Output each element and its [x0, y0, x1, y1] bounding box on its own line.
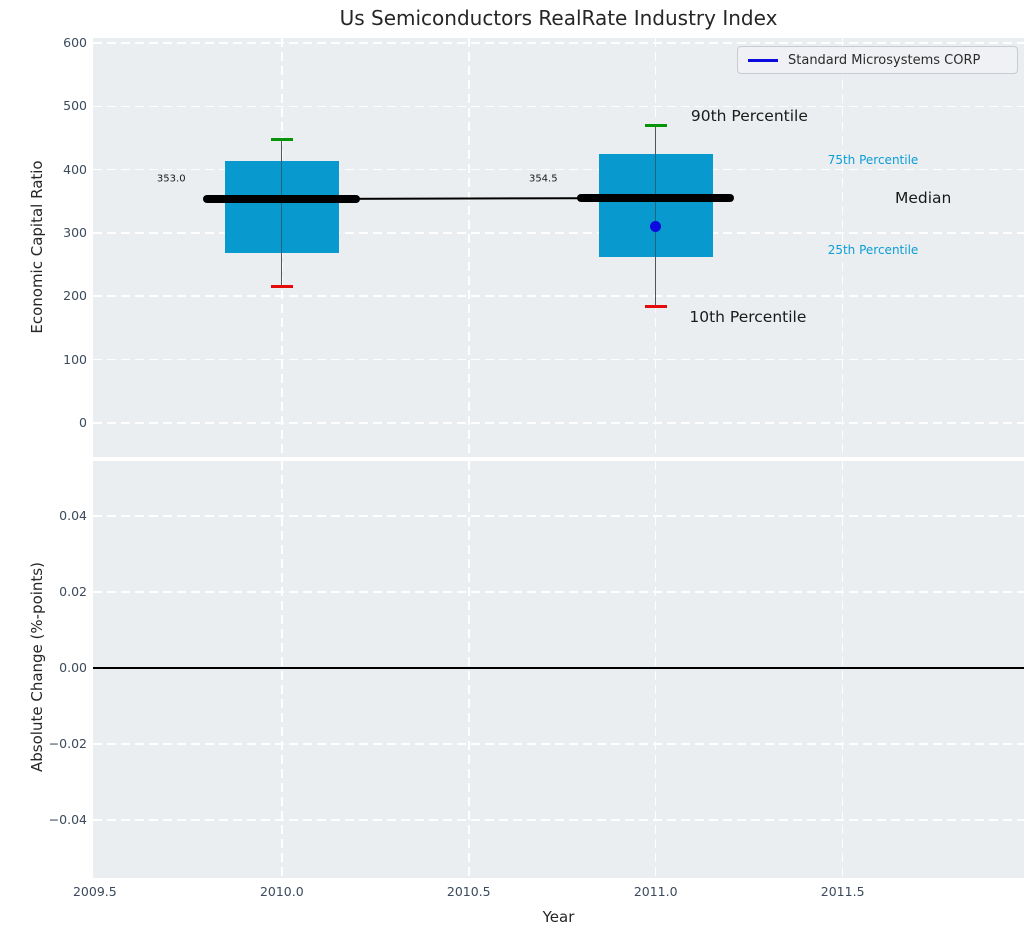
xtick: 2010.5 — [446, 884, 491, 899]
p10-cap — [644, 304, 667, 308]
gridline-horizontal — [93, 358, 1024, 361]
gridline-horizontal — [93, 591, 1024, 593]
gridline-horizontal — [93, 168, 1024, 171]
ytick-top: 100 — [63, 351, 87, 367]
p90-cap — [270, 137, 293, 141]
legend-line-icon — [748, 58, 778, 62]
annotation-10th-percentile: 10th Percentile — [689, 308, 807, 327]
median-value-label: 353.0 — [156, 173, 186, 185]
median-line — [577, 194, 735, 203]
company-point — [650, 221, 662, 233]
ytick-top: 600 — [63, 35, 87, 51]
gridline-horizontal — [93, 422, 1024, 424]
ytick-top: 0 — [79, 414, 87, 430]
ytick-bottom: 0.04 — [59, 508, 87, 524]
gridline-vertical — [654, 461, 657, 878]
median-value-label: 354.5 — [528, 173, 558, 185]
annotation-25th-percentile: 25th Percentile — [827, 243, 919, 258]
ytick-top: 400 — [63, 161, 87, 177]
gridline-horizontal — [93, 42, 1024, 44]
whisker-line-overlay — [655, 125, 657, 307]
zero-line — [93, 667, 1024, 669]
gridline-horizontal — [93, 105, 1024, 108]
gridline-vertical — [281, 461, 283, 878]
gridline-vertical — [468, 38, 470, 457]
gridline-vertical — [841, 38, 844, 457]
p10-cap — [270, 285, 293, 289]
annotation-median: Median — [895, 189, 952, 208]
ytick-bottom: −0.04 — [48, 811, 87, 827]
p90-cap — [644, 123, 667, 127]
gridline-vertical — [468, 461, 470, 878]
annotation-75th-percentile: 75th Percentile — [827, 153, 919, 168]
gridline-horizontal — [93, 295, 1024, 297]
ytick-bottom: 0.00 — [59, 659, 87, 675]
ytick-bottom: 0.02 — [59, 584, 87, 600]
legend: Standard Microsystems CORP — [737, 46, 1018, 74]
xtick: 2011.0 — [633, 884, 678, 899]
gridline-horizontal — [93, 515, 1024, 517]
xtick: 2009.5 — [72, 884, 117, 899]
gridline-horizontal — [93, 232, 1024, 234]
median-line — [203, 195, 361, 204]
ytick-top: 200 — [63, 288, 87, 304]
whisker-line-overlay — [281, 139, 283, 287]
ytick-top: 300 — [63, 224, 87, 240]
xtick: 2010.0 — [259, 884, 304, 899]
legend-label: Standard Microsystems CORP — [788, 52, 981, 68]
gridline-vertical — [841, 461, 844, 878]
plot-economic-capital-ratio: 353.0 354.5 90th Percentile 75th Percentile… — [93, 38, 1024, 457]
plot-absolute-change — [93, 461, 1024, 878]
annotation-90th-percentile: 90th Percentile — [690, 106, 808, 125]
ytick-bottom: −0.02 — [48, 735, 87, 751]
gridline-horizontal — [93, 743, 1024, 745]
x-axis-label: Year — [542, 908, 575, 926]
xtick: 2011.5 — [820, 884, 865, 899]
chart-title: Us Semiconductors RealRate Industry Inde… — [339, 6, 778, 30]
ytick-top: 500 — [63, 98, 87, 114]
gridline-horizontal — [93, 819, 1024, 821]
